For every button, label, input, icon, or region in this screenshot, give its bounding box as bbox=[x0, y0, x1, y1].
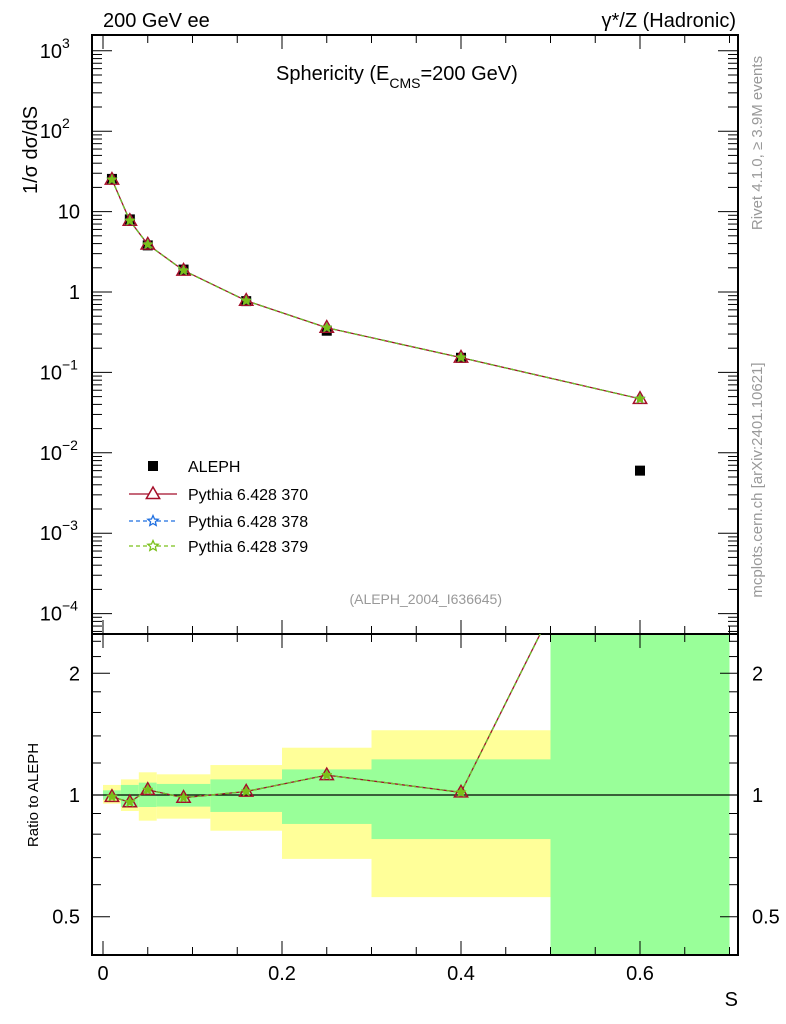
top-right-label: γ*/Z (Hadronic) bbox=[602, 10, 736, 32]
star-marker bbox=[123, 214, 136, 226]
legend-label: Pythia 6.428 378 bbox=[188, 514, 308, 531]
y-tick-exponent: 3 bbox=[62, 35, 70, 51]
y-tick-exponent: −2 bbox=[62, 437, 78, 453]
ratio-y-tick-label-right: 0.5 bbox=[752, 907, 780, 929]
star-marker bbox=[320, 321, 333, 333]
y-axis-label: 1/σ dσ/dS bbox=[20, 106, 42, 194]
y-tick-exponent: −1 bbox=[62, 356, 78, 372]
analysis-label: (ALEPH_2004_I636645) bbox=[349, 591, 502, 607]
ratio-star-marker bbox=[106, 790, 118, 802]
rivet-label: Rivet 4.1.0, ≥ 3.9M events bbox=[749, 56, 766, 230]
y-tick-label: 10 bbox=[40, 41, 62, 63]
y-tick-label: 10 bbox=[40, 523, 62, 545]
ratio-y-tick-label-right: 2 bbox=[752, 663, 763, 685]
x-tick-label: 0.2 bbox=[268, 963, 296, 985]
legend-triangle-marker bbox=[145, 485, 161, 500]
mc-line-3 bbox=[111, 179, 641, 400]
y-tick-label: 1 bbox=[69, 282, 80, 304]
ratio-y-tick-label-right: 1 bbox=[752, 785, 763, 807]
ratio-star-marker bbox=[455, 786, 467, 798]
ratio-star-marker bbox=[177, 791, 190, 803]
y-tick-label: 10 bbox=[40, 121, 62, 143]
star-marker bbox=[141, 238, 154, 250]
plot-title: Sphericity (ECMS=200 GeV) bbox=[276, 63, 518, 91]
legend-label: Pythia 6.428 370 bbox=[188, 487, 308, 504]
y-tick-exponent: −4 bbox=[62, 598, 78, 614]
legend-label: ALEPH bbox=[188, 459, 240, 476]
x-tick-label: 0.4 bbox=[447, 963, 475, 985]
y-tick-label: 10 bbox=[40, 604, 62, 626]
ratio-y-tick-label: 1 bbox=[69, 785, 80, 807]
star-marker bbox=[106, 173, 118, 185]
stat-uncertainty-band bbox=[371, 759, 551, 840]
y-tick-exponent: 2 bbox=[62, 115, 70, 131]
ratio-star-marker bbox=[123, 796, 136, 808]
main-series bbox=[104, 171, 648, 476]
ratio-y-axis-label: Ratio to ALEPH bbox=[25, 743, 42, 847]
legend: ALEPH Pythia 6.428 370 Pythia 6.428 378 Pyt… bbox=[129, 459, 308, 556]
x-tick-label: 0 bbox=[97, 963, 108, 985]
aleph-data-point bbox=[635, 465, 645, 476]
legend-star-marker bbox=[146, 513, 160, 527]
title-main: Sphericity (E bbox=[276, 63, 389, 85]
title-sub: CMS bbox=[389, 75, 420, 91]
x-axis-label: S bbox=[725, 989, 738, 1011]
star-marker bbox=[240, 294, 253, 306]
labels: 200 GeV ee γ*/Z (Hadronic) Sphericity (E… bbox=[20, 10, 766, 1011]
top-left-label: 200 GeV ee bbox=[103, 10, 210, 32]
legend-square-marker bbox=[148, 461, 158, 471]
title-end: =200 GeV) bbox=[421, 63, 518, 85]
star-marker bbox=[177, 264, 190, 276]
ratio-y-tick-label: 0.5 bbox=[52, 907, 80, 929]
y-tick-label: 10 bbox=[40, 443, 62, 465]
aleph-data-point bbox=[321, 325, 332, 336]
star-marker bbox=[634, 392, 646, 404]
ratio-star-marker bbox=[141, 783, 154, 795]
mc-line-1 bbox=[111, 179, 641, 400]
ratio-star-marker bbox=[240, 785, 253, 797]
ratio-uncertainty-bands bbox=[103, 634, 730, 955]
ratio-series bbox=[104, 634, 541, 808]
y-tick-exponent: −3 bbox=[62, 517, 78, 533]
mcplots-label: mcplots.cern.ch [arXiv:2401.10621] bbox=[749, 362, 766, 597]
ratio-star-marker bbox=[320, 768, 333, 781]
y-tick-label: 10 bbox=[58, 202, 80, 224]
mc-line-2 bbox=[111, 179, 641, 400]
x-tick-label: 0.6 bbox=[626, 963, 654, 985]
legend-star-marker bbox=[146, 538, 160, 552]
star-marker bbox=[455, 351, 467, 363]
ratio-y-tick-label: 2 bbox=[69, 663, 80, 685]
legend-label: Pythia 6.428 379 bbox=[188, 539, 308, 556]
y-tick-label: 10 bbox=[40, 362, 62, 384]
